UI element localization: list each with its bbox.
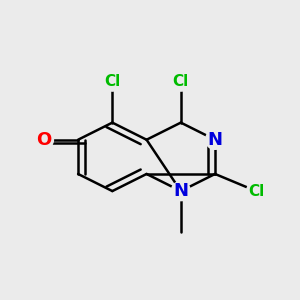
Text: N: N [173, 182, 188, 200]
Circle shape [247, 182, 266, 201]
Text: N: N [208, 131, 223, 149]
Circle shape [34, 130, 53, 149]
Text: O: O [36, 131, 52, 149]
Text: Cl: Cl [173, 74, 189, 89]
Text: Cl: Cl [248, 184, 264, 199]
Circle shape [171, 72, 190, 91]
Circle shape [103, 72, 122, 91]
Circle shape [171, 182, 190, 201]
Text: Cl: Cl [104, 74, 121, 89]
Circle shape [206, 130, 225, 149]
